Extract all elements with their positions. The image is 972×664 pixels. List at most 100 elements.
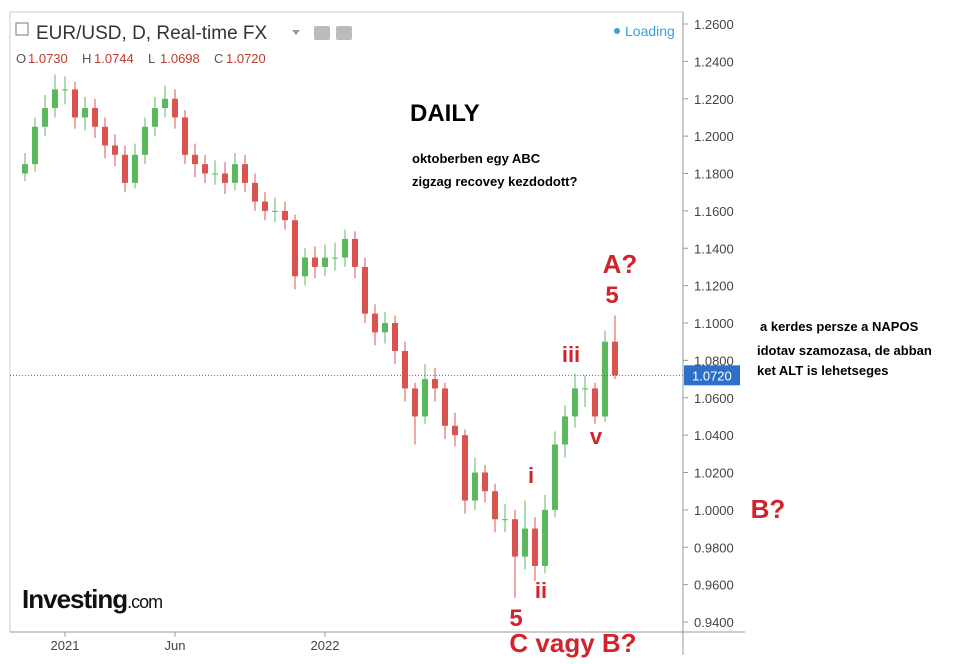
candle-body bbox=[222, 173, 228, 183]
last-price-box bbox=[684, 365, 740, 386]
annotation: 5 bbox=[509, 605, 522, 632]
y-tick-label: 1.0200 bbox=[694, 466, 734, 481]
annotation: C vagy B? bbox=[509, 628, 636, 658]
y-tick-label: 1.1800 bbox=[694, 167, 734, 182]
candle-body bbox=[542, 509, 548, 566]
candle-body bbox=[612, 341, 618, 376]
candle-body bbox=[592, 388, 598, 417]
candle-body bbox=[22, 164, 28, 174]
candle-body bbox=[72, 89, 78, 118]
candle-body bbox=[152, 108, 158, 127]
candle-body bbox=[172, 98, 178, 118]
ohlc-name: H bbox=[82, 51, 91, 66]
y-tick-label: 1.0000 bbox=[694, 503, 734, 518]
ohlc-value: 1.0730 bbox=[28, 51, 68, 66]
candle-body bbox=[142, 126, 148, 155]
candle-body bbox=[482, 472, 488, 492]
candle-body bbox=[432, 379, 438, 389]
candle-body bbox=[262, 201, 268, 211]
loading-dot bbox=[614, 28, 620, 34]
candle-body bbox=[312, 257, 318, 267]
y-tick-label: 1.1200 bbox=[694, 279, 734, 294]
candle-body bbox=[412, 388, 418, 417]
y-tick-label: 0.9400 bbox=[694, 615, 734, 630]
annotation: 5 bbox=[605, 282, 618, 309]
annotation: oktoberben egy ABC bbox=[412, 151, 541, 166]
candle-body bbox=[42, 108, 48, 127]
annotation: iii bbox=[562, 342, 580, 367]
y-tick-label: 1.0800 bbox=[694, 353, 734, 368]
dropdown-icon[interactable] bbox=[292, 30, 300, 35]
logo-brand: Investing bbox=[22, 584, 127, 614]
candle-body bbox=[322, 257, 328, 267]
annotation: ii bbox=[535, 578, 547, 603]
y-tick-label: 1.0600 bbox=[694, 391, 734, 406]
collapse-icon[interactable] bbox=[15, 22, 29, 36]
ohlc-value: 1.0698 bbox=[160, 51, 200, 66]
candle-body bbox=[92, 108, 98, 127]
y-tick-label: 1.1600 bbox=[694, 204, 734, 219]
candle-body bbox=[422, 379, 428, 417]
ohlc-name: O bbox=[16, 51, 26, 66]
settings-icon[interactable] bbox=[336, 26, 352, 40]
logo-suffix: .com bbox=[127, 592, 162, 612]
y-tick-label: 1.2600 bbox=[694, 17, 734, 32]
candle-body bbox=[442, 388, 448, 426]
candle-body bbox=[82, 108, 88, 118]
candle-body bbox=[582, 388, 588, 390]
candle-body bbox=[292, 220, 298, 277]
candle-body bbox=[332, 257, 338, 259]
candle-body bbox=[212, 173, 218, 175]
candle-body bbox=[162, 98, 168, 109]
candle-body bbox=[362, 266, 368, 314]
y-tick-label: 1.2200 bbox=[694, 92, 734, 107]
annotation: A? bbox=[603, 249, 638, 279]
candle-body bbox=[182, 117, 188, 155]
candle-body bbox=[192, 154, 198, 165]
candle-body bbox=[132, 154, 138, 183]
candle-body bbox=[602, 341, 608, 417]
x-tick-label: Jun bbox=[165, 638, 186, 653]
candle-body bbox=[372, 313, 378, 333]
annotation: ket ALT is lehetseges bbox=[757, 363, 889, 378]
candle-body bbox=[62, 89, 68, 91]
candle-body bbox=[102, 126, 108, 146]
candle-body bbox=[52, 89, 58, 109]
candle-body bbox=[512, 519, 518, 557]
y-tick-label: 1.0400 bbox=[694, 428, 734, 443]
candle-body bbox=[302, 257, 308, 277]
ohlc-name: L bbox=[148, 51, 155, 66]
candle-body bbox=[452, 425, 458, 436]
eye-icon[interactable] bbox=[314, 26, 330, 40]
ohlc-name: C bbox=[214, 51, 223, 66]
annotation: zigzag recovey kezdodott? bbox=[412, 174, 577, 189]
candle-body bbox=[552, 444, 558, 510]
y-tick-label: 0.9800 bbox=[694, 540, 734, 555]
candle-body bbox=[32, 126, 38, 165]
candle-body bbox=[462, 435, 468, 501]
candle-body bbox=[232, 164, 238, 183]
x-tick-label: 2021 bbox=[51, 638, 80, 653]
y-tick-label: 1.2400 bbox=[694, 54, 734, 69]
candle-body bbox=[382, 323, 388, 333]
annotation: idotav szamozasa, de abban bbox=[757, 343, 932, 358]
candle-body bbox=[202, 164, 208, 174]
loading-status: Loading bbox=[625, 23, 675, 39]
candle-body bbox=[252, 182, 258, 202]
candle-body bbox=[342, 238, 348, 258]
annotation: i bbox=[528, 463, 534, 488]
candle-body bbox=[352, 238, 358, 267]
ohlc-value: 1.0720 bbox=[226, 51, 266, 66]
candle-body bbox=[562, 416, 568, 445]
y-tick-label: 1.1000 bbox=[694, 316, 734, 331]
last-price-label: 1.0720 bbox=[692, 368, 732, 383]
logo: Investing.com bbox=[22, 584, 162, 614]
annotation: a kerdes persze a NAPOS bbox=[760, 319, 919, 334]
candle-body bbox=[282, 210, 288, 221]
candle-body bbox=[472, 472, 478, 501]
candle-body bbox=[492, 491, 498, 520]
candle-body bbox=[272, 210, 278, 212]
annotation: DAILY bbox=[410, 100, 480, 127]
candle-body bbox=[112, 145, 118, 155]
